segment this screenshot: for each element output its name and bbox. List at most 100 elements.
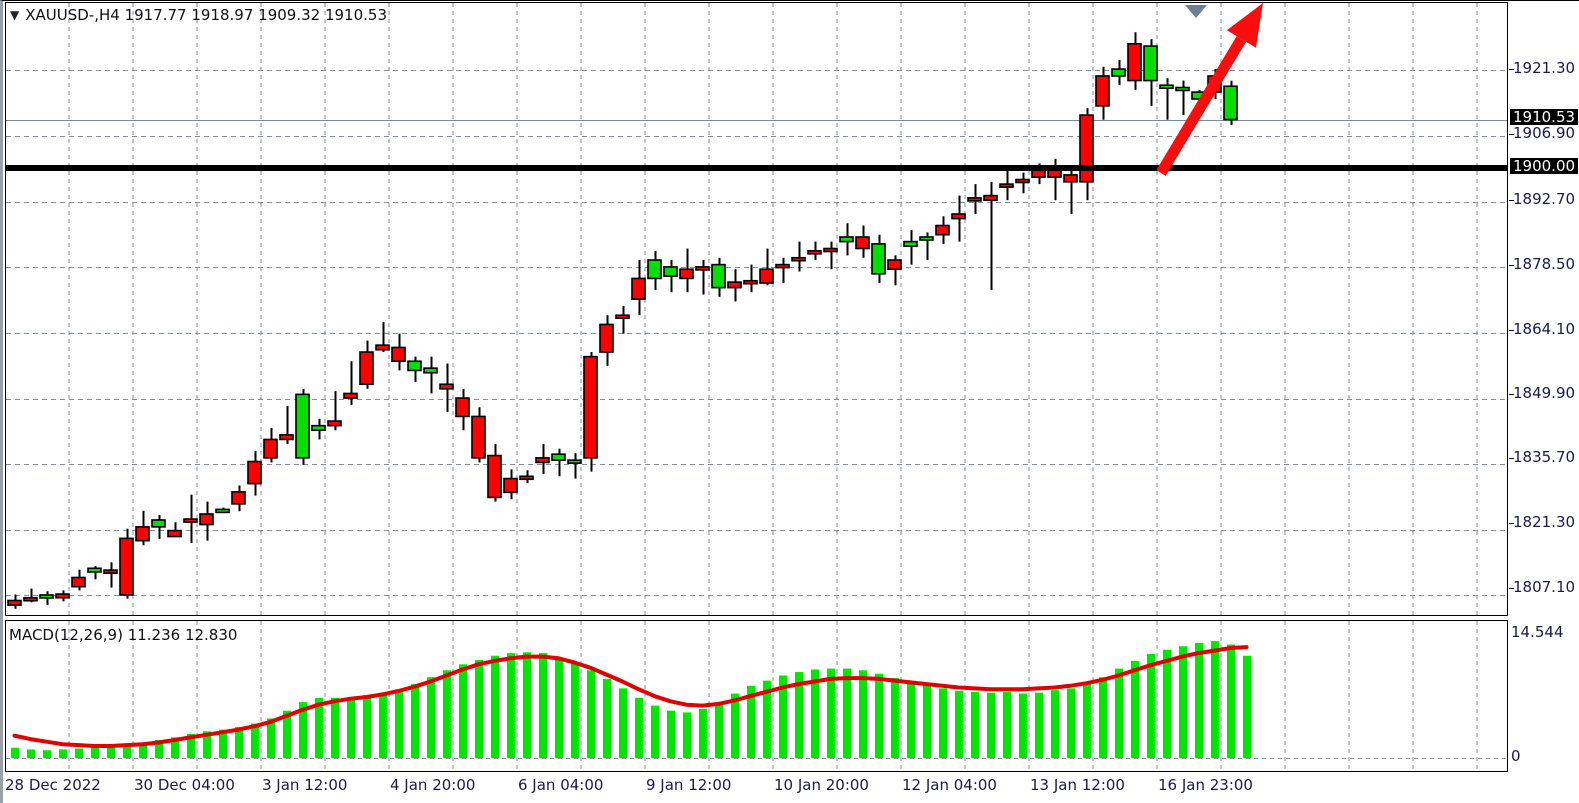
- candle-body[interactable]: [727, 281, 742, 289]
- candle-body[interactable]: [663, 266, 678, 277]
- macd-histogram: [11, 641, 1251, 758]
- candle-body[interactable]: [919, 236, 934, 241]
- candle-body[interactable]: [535, 457, 550, 464]
- candle-body[interactable]: [359, 351, 374, 386]
- candle-body[interactable]: [823, 247, 838, 253]
- candle-body[interactable]: [599, 323, 614, 353]
- bullish-trend-arrow[interactable]: [1156, 3, 1263, 176]
- candle-body[interactable]: [1111, 68, 1126, 77]
- candle-body[interactable]: [1079, 114, 1094, 183]
- candle-body[interactable]: [23, 596, 38, 602]
- macd-bar: [1083, 684, 1091, 758]
- macd-bar: [123, 745, 131, 758]
- candle-body[interactable]: [983, 194, 998, 202]
- candle-body[interactable]: [311, 424, 326, 432]
- candle-body[interactable]: [455, 397, 470, 418]
- candle-body[interactable]: [1175, 86, 1190, 92]
- candle-body[interactable]: [215, 508, 230, 514]
- candle-body[interactable]: [1127, 42, 1142, 82]
- candle-body[interactable]: [743, 279, 758, 285]
- candle-body[interactable]: [839, 236, 854, 243]
- candle-body[interactable]: [423, 367, 438, 374]
- candle-body[interactable]: [183, 518, 198, 523]
- candle-body[interactable]: [583, 355, 598, 459]
- candle-body[interactable]: [551, 453, 566, 461]
- candle-body[interactable]: [871, 243, 886, 275]
- macd-signal-line: [12, 645, 1249, 748]
- collapse-caret-icon[interactable]: ▼: [10, 8, 20, 22]
- candle-body[interactable]: [903, 240, 918, 248]
- candle-body[interactable]: [807, 250, 822, 255]
- candle-body[interactable]: [1223, 85, 1238, 121]
- candle-body[interactable]: [999, 183, 1014, 188]
- candle-body[interactable]: [87, 567, 102, 573]
- candle-body[interactable]: [439, 383, 454, 390]
- candle-body[interactable]: [935, 224, 950, 236]
- candle-body[interactable]: [391, 346, 406, 363]
- candle-body[interactable]: [231, 491, 246, 505]
- candle-body[interactable]: [711, 263, 726, 289]
- candle-body[interactable]: [791, 256, 806, 262]
- candle-body[interactable]: [1015, 178, 1030, 184]
- candle-body[interactable]: [55, 593, 70, 599]
- candle-body[interactable]: [631, 277, 646, 300]
- candle-body[interactable]: [135, 526, 150, 542]
- candle-body[interactable]: [695, 266, 710, 271]
- time-axis-label: 10 Jan 20:00: [774, 776, 869, 794]
- price-chart-pane[interactable]: [5, 2, 1508, 616]
- macd-bar: [475, 660, 483, 758]
- candle-body[interactable]: [567, 459, 582, 464]
- candle-body[interactable]: [279, 434, 294, 441]
- candle-body[interactable]: [375, 344, 390, 351]
- candle-body[interactable]: [199, 513, 214, 526]
- candle-body[interactable]: [103, 569, 118, 574]
- candle-body[interactable]: [39, 594, 54, 599]
- macd-bar: [1179, 646, 1187, 758]
- candle-body[interactable]: [1159, 84, 1174, 89]
- price-axis-tick: [1509, 265, 1514, 266]
- candle-body[interactable]: [887, 259, 902, 271]
- macd-bar: [443, 670, 451, 758]
- macd-bar: [907, 681, 915, 758]
- candle-body[interactable]: [647, 259, 662, 280]
- candle-body[interactable]: [759, 268, 774, 284]
- candle-body[interactable]: [167, 529, 182, 538]
- time-axis-label: 28 Dec 2022: [5, 776, 101, 794]
- candle-body[interactable]: [119, 537, 134, 596]
- candle-body[interactable]: [7, 599, 22, 606]
- candle-body[interactable]: [951, 213, 966, 220]
- candle-body[interactable]: [151, 519, 166, 528]
- macd-bar: [619, 688, 627, 758]
- candle-body[interactable]: [263, 438, 278, 459]
- candle-body[interactable]: [775, 263, 790, 269]
- candle-body[interactable]: [679, 268, 694, 280]
- candle-body[interactable]: [1063, 174, 1078, 183]
- candle-body[interactable]: [1143, 45, 1158, 82]
- time-axis[interactable]: 28 Dec 2022 30 Dec 04:00 3 Jan 12:00 4 Jan …: [5, 774, 1508, 802]
- candle-body[interactable]: [471, 415, 486, 459]
- candle-body[interactable]: [247, 460, 262, 485]
- candle-body[interactable]: [855, 236, 870, 250]
- macd-bar: [859, 670, 867, 758]
- candle-body[interactable]: [71, 576, 86, 588]
- price-axis-label: 1921.30: [1513, 59, 1576, 77]
- candle-body[interactable]: [327, 420, 342, 427]
- macd-axis[interactable]: 14.544 0: [1509, 620, 1579, 772]
- candle-body[interactable]: [519, 475, 534, 481]
- candle-body[interactable]: [487, 454, 502, 499]
- candle-body[interactable]: [967, 197, 982, 202]
- time-axis-label: 9 Jan 12:00: [646, 776, 732, 794]
- candle-body[interactable]: [1095, 75, 1110, 107]
- candle-body[interactable]: [1047, 169, 1062, 179]
- candle-body[interactable]: [295, 393, 310, 459]
- down-triangle-marker[interactable]: [1185, 5, 1207, 18]
- candle-body[interactable]: [407, 360, 422, 372]
- candle-body[interactable]: [343, 392, 358, 399]
- price-axis[interactable]: 1921.30 1910.53 1906.90 1900.00 1892.70 1878.…: [1509, 2, 1579, 616]
- candle-body[interactable]: [503, 477, 518, 494]
- macd-indicator-pane[interactable]: [5, 620, 1508, 772]
- time-axis-label: 4 Jan 20:00: [390, 776, 476, 794]
- candle-body[interactable]: [615, 314, 630, 320]
- candle-body[interactable]: [1031, 169, 1046, 179]
- macd-bar: [651, 705, 659, 758]
